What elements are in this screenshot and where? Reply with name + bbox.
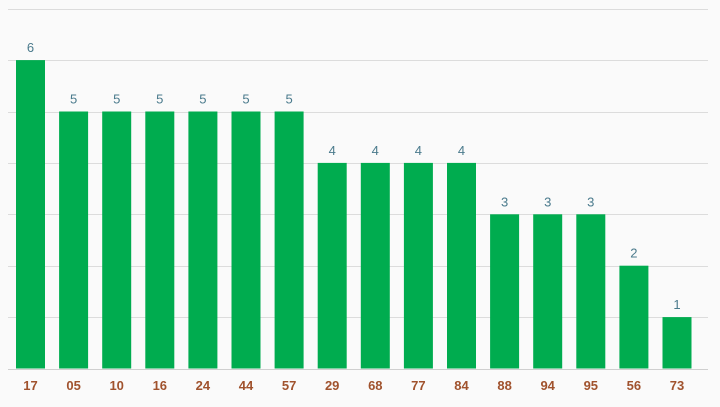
category-label: 95 <box>584 378 598 393</box>
value-label: 5 <box>113 92 120 107</box>
bar-95[interactable] <box>576 214 606 369</box>
bar-68[interactable] <box>360 162 390 369</box>
bar-94[interactable] <box>533 214 563 369</box>
category-label: 29 <box>325 378 339 393</box>
value-label: 5 <box>156 92 163 107</box>
bar-73[interactable] <box>662 317 692 369</box>
category-label: 57 <box>282 378 296 393</box>
value-label: 3 <box>544 194 551 209</box>
category-label: 16 <box>153 378 167 393</box>
value-label: 4 <box>458 143 465 158</box>
bar-24[interactable] <box>188 111 218 369</box>
value-label: 6 <box>27 40 34 55</box>
value-label: 5 <box>242 92 249 107</box>
category-label: 73 <box>670 378 684 393</box>
category-label: 94 <box>540 378 555 393</box>
value-label: 2 <box>630 246 637 261</box>
bar-88[interactable] <box>490 214 520 369</box>
bar-10[interactable] <box>102 111 132 369</box>
bar-17[interactable] <box>16 60 45 369</box>
bar-44[interactable] <box>231 111 261 369</box>
value-label: 5 <box>285 92 292 107</box>
value-label: 5 <box>199 92 206 107</box>
category-label: 68 <box>368 378 382 393</box>
value-label: 4 <box>329 143 336 158</box>
value-label: 3 <box>587 194 594 209</box>
bar-84[interactable] <box>447 162 476 369</box>
category-label: 44 <box>239 378 254 393</box>
category-label: 17 <box>23 378 37 393</box>
category-label: 56 <box>627 378 641 393</box>
category-label: 77 <box>411 378 425 393</box>
bar-77[interactable] <box>403 162 433 369</box>
value-label: 4 <box>372 143 379 158</box>
category-label: 05 <box>66 378 80 393</box>
bar-57[interactable] <box>274 111 304 369</box>
value-label: 5 <box>70 92 77 107</box>
bar-16[interactable] <box>145 111 175 369</box>
category-label: 88 <box>497 378 511 393</box>
value-label: 4 <box>415 143 422 158</box>
category-label: 84 <box>454 378 469 393</box>
value-labels: 6 5 5 5 5 5 5 4 4 4 4 3 3 3 2 1 <box>27 40 681 312</box>
value-label: 3 <box>501 194 508 209</box>
category-labels: 17 05 10 16 24 44 57 29 68 77 84 88 94 95 56 73 <box>23 378 684 393</box>
bar-05[interactable] <box>59 111 89 369</box>
category-label: 10 <box>109 378 123 393</box>
bar-29[interactable] <box>317 162 347 369</box>
category-label: 24 <box>196 378 211 393</box>
value-label: 1 <box>673 297 680 312</box>
bar-56[interactable] <box>619 265 649 369</box>
bars <box>16 60 692 369</box>
